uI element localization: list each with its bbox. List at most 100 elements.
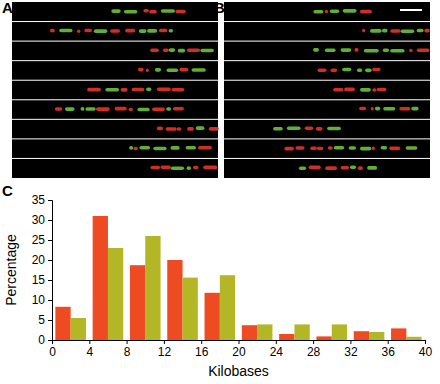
tick-label: 4	[86, 345, 93, 359]
bar	[93, 216, 108, 340]
bars	[55, 216, 421, 340]
fiber-segment	[115, 107, 127, 111]
fiber-segment	[124, 10, 137, 14]
fiber-segment	[139, 146, 150, 150]
fiber-segment	[84, 29, 92, 33]
panel-label: B	[214, 0, 225, 16]
tick-mark	[48, 200, 52, 201]
fiber-segment	[171, 166, 184, 170]
tick: 28	[307, 340, 321, 359]
fiber-segment	[424, 29, 429, 33]
fiber-segment	[50, 29, 55, 33]
bar	[130, 265, 145, 340]
fiber-segment	[287, 126, 301, 130]
fiber-segment	[358, 166, 363, 170]
tick-mark	[276, 340, 277, 344]
image-panel	[224, 2, 430, 178]
tick-mark	[388, 340, 389, 344]
fiber-segment	[350, 165, 356, 169]
tick-label: 16	[195, 345, 209, 359]
tick-mark	[89, 340, 90, 344]
fiber-segment	[381, 146, 387, 150]
panel-background	[12, 2, 218, 178]
tick: 35	[32, 193, 52, 207]
fiber-segment	[180, 68, 189, 72]
tick-mark	[48, 240, 52, 241]
fiber-segment	[169, 48, 175, 52]
tick-mark	[48, 320, 52, 321]
tick: 16	[195, 340, 209, 359]
fiber-segment	[309, 165, 321, 169]
fiber-segment	[87, 88, 101, 92]
tick-label: 10	[32, 293, 46, 307]
fiber-segment	[334, 146, 345, 150]
fiber-segment	[377, 88, 387, 92]
tick-label: 20	[232, 345, 246, 359]
fiber-segment	[152, 108, 165, 112]
tick-mark	[350, 340, 351, 344]
fiber-segment	[149, 10, 157, 14]
strip-divider	[224, 60, 430, 61]
fiber-segment	[121, 88, 128, 92]
fiber-segment	[341, 166, 349, 170]
fiber-segment	[325, 49, 336, 53]
fiber-segment	[327, 127, 341, 131]
fiber-segment	[177, 127, 181, 131]
strip-divider	[12, 41, 218, 42]
fiber-segment	[360, 88, 371, 92]
tick-label: 32	[344, 345, 358, 359]
fiber-segment	[372, 68, 380, 72]
fiber-segment	[372, 147, 375, 151]
strip-divider	[12, 60, 218, 61]
fiber-segment	[349, 146, 356, 150]
image-panel	[12, 2, 219, 178]
bar	[108, 248, 123, 340]
panel-background	[224, 2, 430, 178]
fiber-segment	[273, 127, 283, 131]
tick-mark	[48, 220, 52, 221]
tick-label: 5	[38, 313, 45, 327]
fiber-segment	[153, 147, 166, 151]
fiber-segment	[166, 107, 171, 111]
tick: 32	[344, 340, 358, 359]
fiber-segment	[362, 29, 365, 33]
fiber-segment	[65, 107, 75, 111]
fiber-segment	[360, 147, 371, 151]
fiber-segment	[125, 29, 135, 33]
fiber-segment	[137, 108, 149, 112]
fiber-segment	[132, 88, 145, 92]
bar	[391, 328, 406, 340]
tick-mark	[48, 260, 52, 261]
fiber-segment	[372, 88, 376, 92]
fiber-segment	[187, 166, 191, 170]
tick: 0	[49, 340, 56, 359]
bar	[55, 307, 70, 340]
y-axis-title: Percentage	[3, 234, 19, 306]
bar	[183, 278, 198, 340]
fiber-segment	[59, 29, 72, 33]
tick-label: 0	[38, 333, 45, 347]
bar	[316, 336, 331, 340]
fiber-segment	[143, 9, 149, 13]
tick-label: 8	[124, 345, 131, 359]
fiber-segment	[343, 9, 357, 13]
fiber-segment	[175, 10, 185, 14]
fiber-segment	[371, 107, 374, 111]
tick-label: 35	[32, 193, 46, 207]
fiber-segment	[129, 108, 133, 112]
tick: 40	[419, 340, 433, 359]
fiber-segment	[134, 147, 138, 151]
fiber-segment	[317, 147, 323, 151]
fiber-segment	[375, 107, 380, 111]
tick-label: 12	[158, 345, 172, 359]
fiber-segment	[196, 126, 205, 130]
fiber-segment	[85, 107, 95, 111]
fiber-segment	[157, 88, 171, 92]
fiber-segment	[172, 88, 185, 92]
panel-label: C	[2, 182, 13, 199]
fiber-segment	[146, 69, 149, 73]
tick: 20	[32, 253, 52, 267]
strip-divider	[12, 80, 218, 81]
bar	[205, 293, 220, 340]
bar	[242, 325, 257, 340]
